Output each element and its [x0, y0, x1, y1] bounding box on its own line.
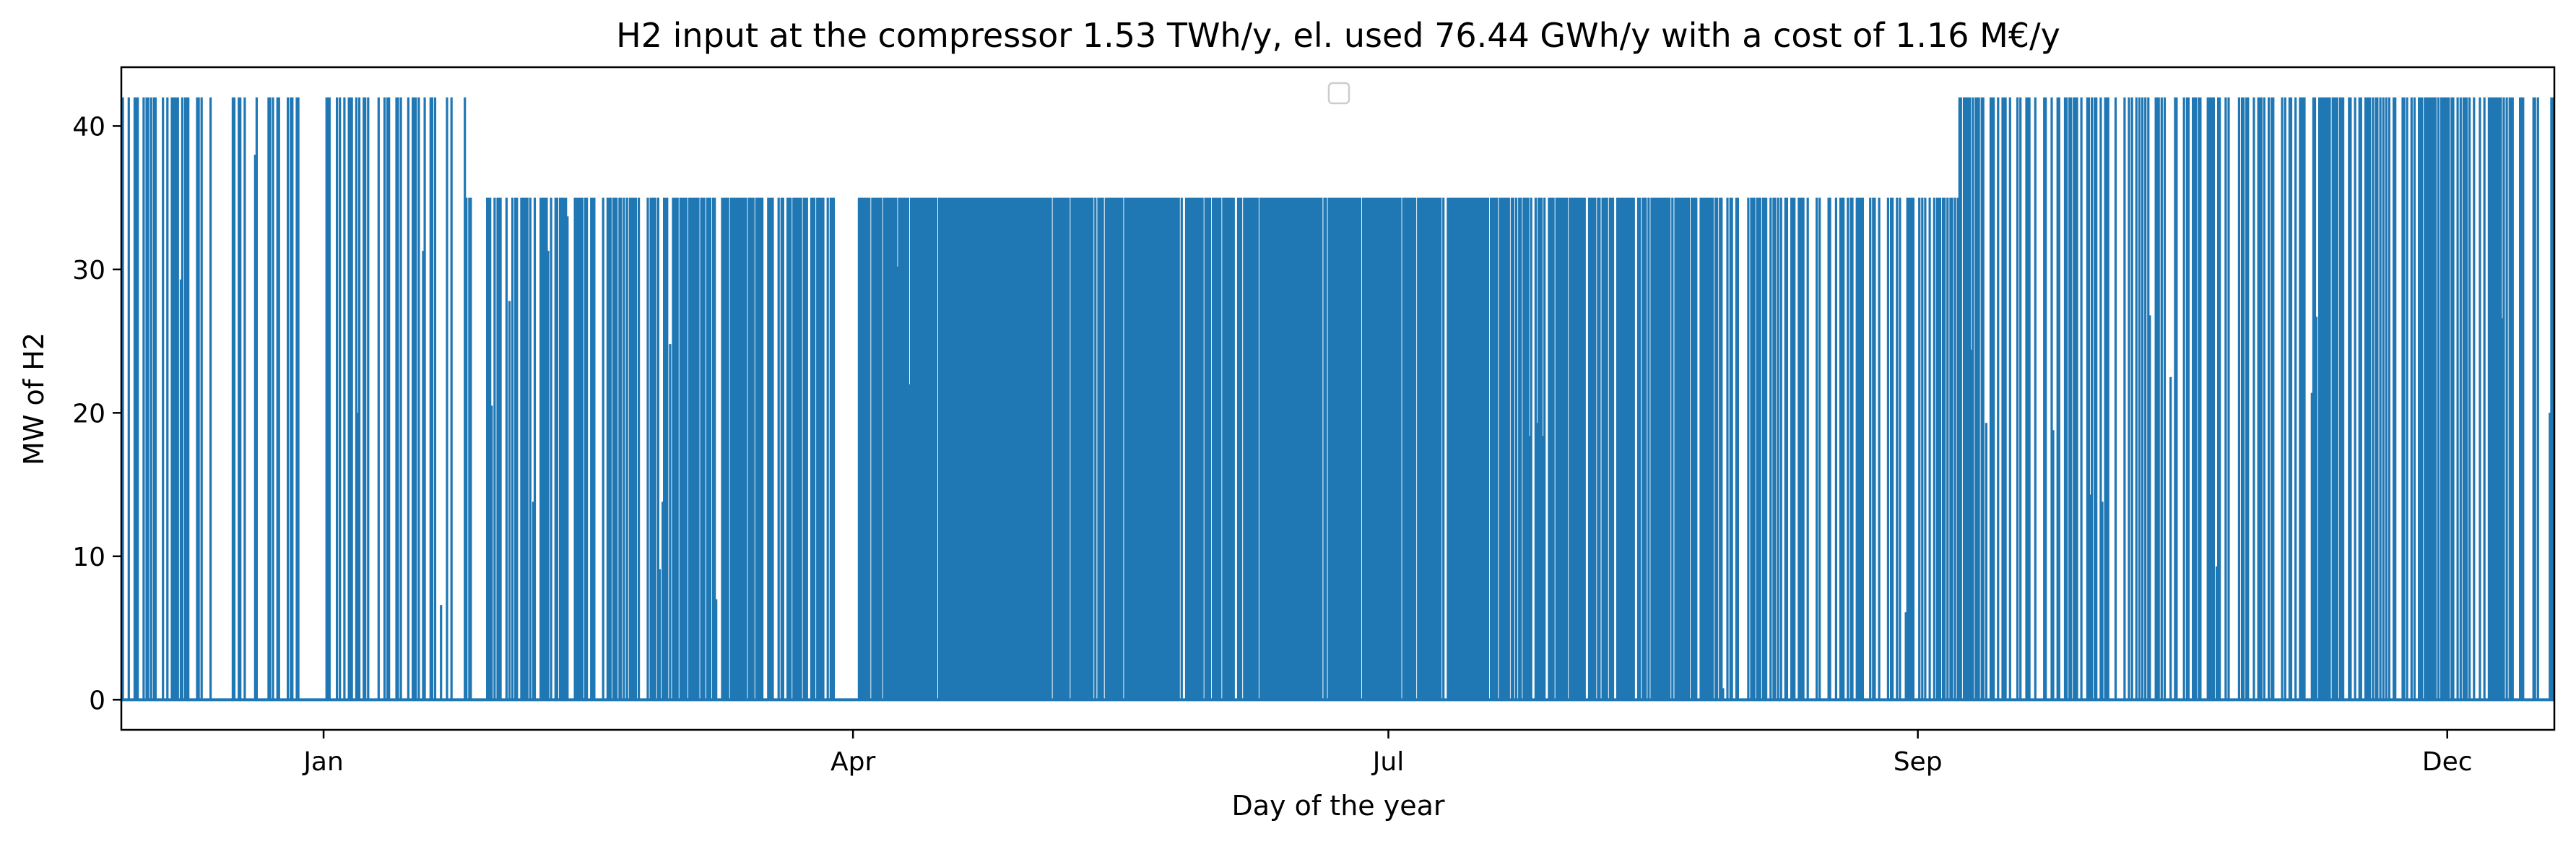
x-axis: Jan Apr Jul Sep Dec — [302, 730, 2473, 777]
x-tick-label: Jan — [302, 747, 344, 777]
chart-title: H2 input at the compressor 1.53 TWh/y, e… — [616, 16, 2060, 55]
x-tick-label: Jul — [1371, 747, 1404, 777]
y-tick-label: 20 — [72, 399, 105, 429]
y-tick-label: 40 — [72, 112, 105, 142]
y-tick-label: 30 — [72, 256, 105, 285]
series-line-h2-input — [121, 97, 2554, 700]
plot-frame — [120, 66, 2556, 731]
y-axis-label: MW of H2 — [18, 332, 50, 465]
x-axis-label: Day of the year — [1231, 790, 1444, 822]
y-tick-label: 0 — [89, 686, 105, 715]
y-axis: 0 10 20 30 40 — [72, 112, 121, 715]
x-tick-label: Dec — [2422, 747, 2473, 777]
plot-area — [121, 97, 2554, 702]
x-tick-label: Apr — [831, 747, 875, 777]
x-tick-label: Sep — [1894, 747, 1943, 777]
legend-box — [1327, 82, 1350, 105]
y-tick-label: 10 — [72, 543, 105, 572]
